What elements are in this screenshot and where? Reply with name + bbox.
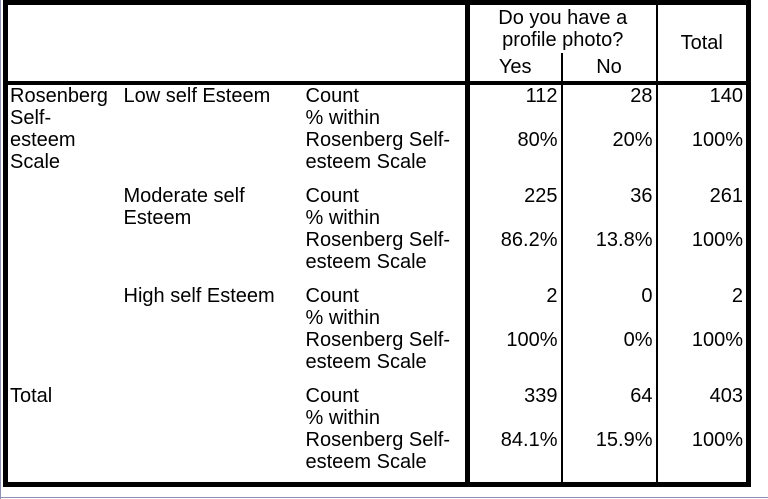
count-value-total: 140	[656, 80, 749, 107]
row-category-low: Low self Esteem	[121, 80, 304, 185]
pct-value-yes: 100%	[467, 306, 563, 385]
header-corner-cell	[5, 2, 470, 85]
stat-label-pct-within: % within Rosenberg Self-esteem Scale	[303, 106, 470, 185]
stat-label-count: Count	[303, 80, 470, 107]
pct-value-no: 0%	[561, 306, 658, 385]
pct-value-yes: 86.2%	[467, 206, 563, 285]
header-column-question: Do you have a profile photo?	[467, 2, 658, 53]
count-value-yes: 225	[467, 184, 563, 207]
stat-label-pct-within: % within Rosenberg Self-esteem Scale	[303, 206, 470, 285]
row-category-high: High self Esteem	[123, 284, 275, 307]
stat-label-pct-within: % within Rosenberg Self-esteem Scale	[303, 406, 470, 485]
pct-value-total: 100%	[691, 428, 743, 451]
pct-value-no: 20%	[561, 106, 658, 185]
column-question-label: Do you have a profile photo?	[498, 6, 628, 51]
count-value-yes: 112	[467, 80, 563, 107]
pct-value-yes: 80%	[467, 106, 563, 185]
row-group-label: Rosenberg Self-esteem Scale	[5, 80, 122, 385]
row-total-label: Total	[10, 384, 53, 407]
grid-edge-line-left	[0, 0, 1, 499]
count-value-total: 403	[709, 384, 743, 407]
count-value-no: 0	[561, 284, 658, 307]
count-value-no: 36	[561, 184, 658, 207]
count-value-yes: 2	[467, 284, 563, 307]
header-column-no: No	[561, 52, 658, 85]
count-value-no: 64	[561, 384, 658, 407]
row-category-moderate: Moderate self Esteem	[123, 184, 245, 229]
count-value-no: 28	[561, 80, 658, 107]
count-value-total: 261	[709, 184, 743, 207]
grid-edge-line-bottom	[0, 497, 768, 498]
pct-value-no: 13.8%	[561, 206, 658, 285]
pct-value-yes: 84.1%	[467, 406, 563, 485]
stat-label-pct-within: % within Rosenberg Self-esteem Scale	[303, 306, 470, 385]
crosstab-table: Do you have a profile photo? Total Yes N…	[3, 0, 751, 487]
header-column-total: Total	[656, 2, 749, 85]
header-column-yes: Yes	[467, 52, 563, 85]
pct-value-total: 100%	[691, 128, 743, 151]
stat-label-count: Count	[303, 384, 470, 407]
stat-label-count: Count	[303, 284, 470, 307]
pct-value-total: 100%	[691, 328, 743, 351]
pct-value-no: 15.9%	[561, 406, 658, 485]
stat-label-count: Count	[303, 184, 470, 207]
count-value-yes: 339	[467, 384, 563, 407]
count-value-total: 2	[731, 284, 743, 307]
pct-value-total: 100%	[691, 228, 743, 251]
